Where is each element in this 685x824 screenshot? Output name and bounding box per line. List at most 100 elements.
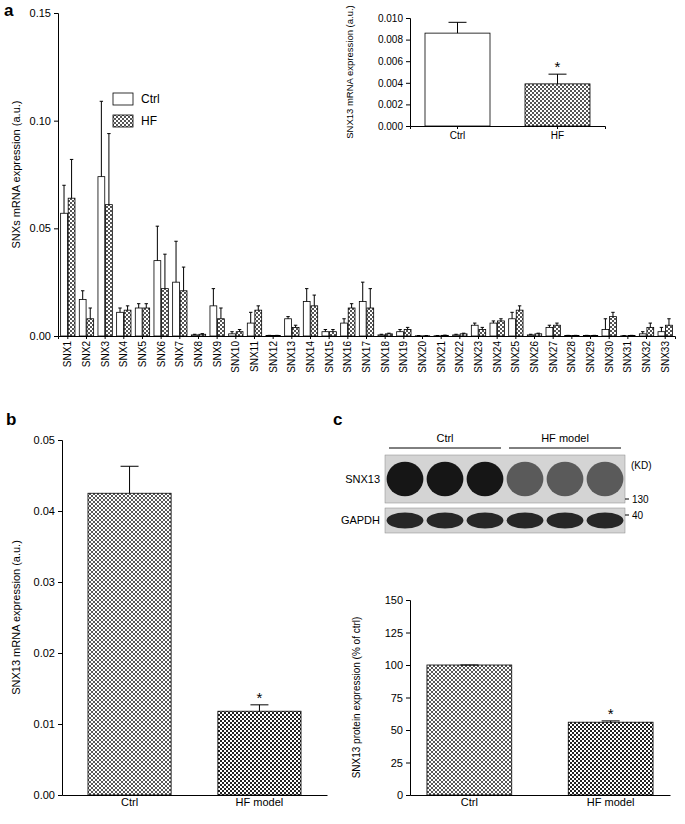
y-axis: 0.0000.0020.0040.0060.0080.010 [378,13,411,132]
bar [341,323,348,336]
tick-label: SNX5 [137,341,148,368]
error-bar [630,335,633,336]
panel-label: a [4,1,14,20]
error-bar [137,304,140,308]
tick-label: SNX4 [118,341,129,368]
x-tick: SNX20 [417,336,428,373]
tick-mark [497,336,498,339]
bar [479,330,486,336]
bar [460,334,467,336]
error-bar [118,308,121,312]
bar [285,319,292,336]
error-bar [107,134,110,205]
tick-label: 0.000 [378,121,403,132]
tick-label: SNX21 [436,341,447,373]
bar [61,213,68,336]
bar [546,327,553,336]
bar [568,722,653,795]
x-tick: HF model [236,795,284,808]
tick-mark [627,336,628,339]
error-bar [443,335,446,336]
bar [427,665,512,795]
y-tick: 0.04 [34,505,62,517]
tick-label: SNX25 [510,341,521,373]
bar [386,334,393,336]
x-tick: SNX6 [156,336,167,367]
bar [509,319,516,336]
annotation: * [555,58,561,75]
error-bar [555,323,558,325]
x-tick: SNX15 [324,336,335,373]
x-tick: SNX33 [660,336,671,373]
error-bar [174,241,177,282]
tick-label: 0.006 [378,56,403,67]
tick-label: SNX28 [566,341,577,373]
x-axis: SNX1SNX2SNX3SNX4SNX5SNX6SNX7SNX8SNX9SNX1… [59,336,676,373]
annotation: * [257,689,263,706]
blot-band [507,513,544,529]
y-axis-title: SNX13 mRNA expression (a.u.) [344,5,355,139]
y-tick: 0.10 [30,115,58,127]
bar [666,325,673,336]
tick-mark [406,763,410,764]
x-tick: SNX8 [193,336,204,367]
error-bar [585,335,588,336]
panel-label: c [333,410,342,429]
error-bar [350,304,353,308]
tick-mark [457,126,458,129]
tick-mark [58,653,62,654]
error-bar [294,325,297,327]
y-tick: 0.000 [378,121,410,132]
tick-label: 0 [397,789,403,801]
tick-label: 0.010 [378,13,403,24]
tick-label: 0.15 [30,7,51,19]
blot-band [547,513,584,529]
tick-label: 25 [391,757,403,769]
x-tick: SNX7 [174,336,185,367]
panel-label: b [6,410,16,429]
bar [143,308,150,336]
x-tick: Ctrl [450,126,466,141]
blot-group-line [509,448,621,449]
error-bar [548,325,551,327]
tick-label: SNX18 [380,341,391,373]
error-bar [342,319,345,323]
bar [191,335,198,336]
x-tick: SNX10 [230,336,241,373]
x-tick: SNX16 [342,336,353,373]
error-bar [510,312,513,318]
bar [647,327,654,336]
bar [236,332,243,336]
x-tick: SNX32 [641,336,652,373]
bar [98,177,105,336]
tick-mark [58,440,62,441]
tick-label: 75 [391,692,403,704]
error-bar [492,321,495,323]
tick-mark [58,511,62,512]
tick-mark [291,336,292,339]
error-bar [313,295,316,306]
error-bar [667,319,670,325]
error-bar [219,308,222,319]
error-bar [436,335,439,336]
tick-label: SNX7 [174,341,185,368]
error-bar [193,334,196,336]
tick-mark [105,336,106,339]
tick-mark [553,336,554,339]
error-bar [454,334,457,336]
x-tick: SNX13 [286,336,297,373]
blot-band [427,513,464,529]
error-bar [324,330,327,332]
tick-label: SNX20 [417,341,428,373]
tick-mark [273,336,274,339]
bar [621,335,628,336]
tick-mark [366,336,367,339]
y-axis-title: SNX13 protein expression (% of ctrl) [351,617,362,779]
tick-mark [310,336,311,339]
bar [106,205,113,336]
tick-label: 0.002 [378,99,403,110]
y-tick: 50 [391,724,410,736]
bar [535,334,542,336]
tick-label: 0.03 [34,576,55,588]
axis-line [406,19,411,127]
